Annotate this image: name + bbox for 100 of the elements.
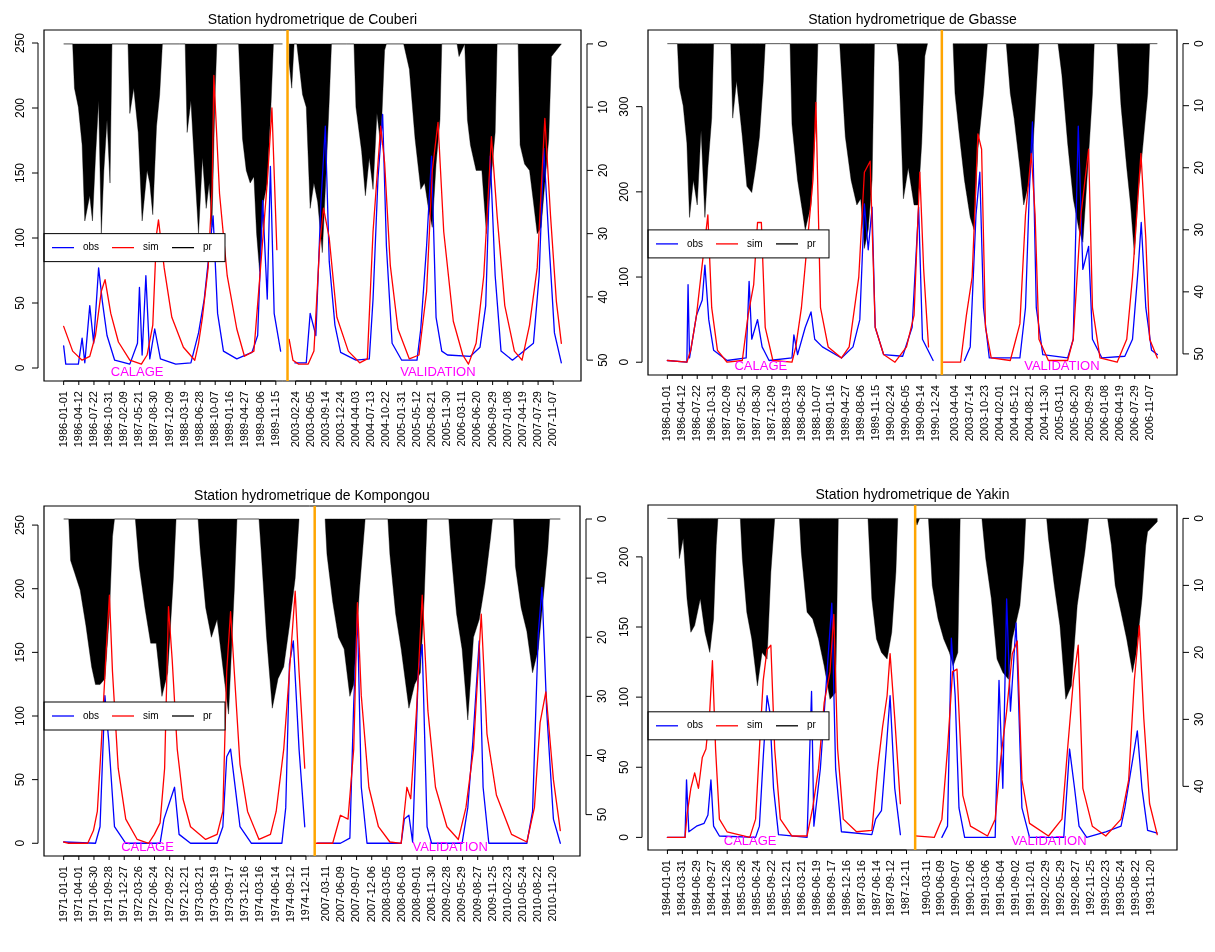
- x-tick-label: 2010-08-22: [531, 866, 544, 923]
- x-tick-label: 2005-06-20: [1067, 385, 1080, 442]
- x-tick-label: 1988-10-07: [809, 385, 822, 442]
- x-tick-label: 2007-06-09: [334, 866, 347, 923]
- x-tick-label: 1991-09-02: [1009, 860, 1022, 917]
- y-tick-label: 50: [13, 772, 27, 787]
- x-tick-label: 1971-06-30: [86, 866, 99, 923]
- y-tick-label: 250: [13, 32, 27, 54]
- x-tick-label: 1990-09-07: [949, 860, 962, 917]
- x-tick-label: 2009-02-28: [440, 866, 453, 923]
- x-tick-label: 1986-10-31: [102, 391, 115, 448]
- y2-tick-label: 40: [1192, 284, 1206, 299]
- x-tick-label: 1987-05-21: [132, 391, 145, 448]
- y2-tick-label: 0: [1192, 39, 1206, 47]
- x-tick-label: 1973-06-19: [208, 866, 220, 923]
- x-tick-label: 1990-12-24: [928, 385, 941, 442]
- y2-tick-label: 40: [596, 289, 610, 304]
- y2-tick-label: 10: [1192, 578, 1206, 593]
- legend-label: pr: [807, 719, 817, 731]
- x-tick-label: 1989-11-15: [869, 385, 882, 441]
- y2-tick-label: 20: [595, 630, 609, 644]
- x-tick-label: 1985-06-24: [749, 860, 762, 917]
- x-tick-label: 1984-09-27: [705, 860, 718, 917]
- y-tick-label: 0: [13, 839, 27, 847]
- y-tick-label: 100: [13, 227, 27, 249]
- x-tick-label: 2007-03-11: [319, 866, 332, 922]
- x-tick-label: 1973-03-21: [192, 866, 205, 923]
- y-tick-label: 200: [13, 97, 27, 119]
- y2-tick-label: 0: [596, 40, 610, 48]
- y-tick-label: 0: [13, 364, 27, 372]
- y2-tick-label: 40: [1192, 779, 1206, 794]
- x-tick-label: 2005-09-29: [1082, 385, 1095, 442]
- x-tick-label: 2010-11-20: [546, 866, 559, 922]
- x-tick-label: 1987-12-09: [764, 385, 777, 442]
- text: Station hydrometrique de Couberi: [207, 11, 418, 27]
- y-tick-label: 200: [617, 181, 631, 202]
- x-tick-label: 2006-11-07: [1142, 385, 1155, 441]
- line-series: [63, 640, 306, 844]
- y-tick-label: 150: [13, 642, 27, 663]
- y-tick-label: 300: [617, 96, 631, 117]
- x-tick-label: 1989-11-15: [268, 391, 281, 447]
- line-series: [63, 165, 282, 365]
- y2-tick-label: 50: [1192, 346, 1206, 361]
- x-tick-label: 2003-09-14: [318, 391, 331, 448]
- x-tick-label: 1986-07-22: [86, 391, 99, 448]
- x-tick-label: 1989-08-06: [854, 385, 867, 442]
- x-tick-label: 1984-01-01: [660, 860, 673, 917]
- x-tick-label: 1988-10-07: [208, 391, 221, 448]
- annotation: VALIDATION: [1011, 833, 1087, 849]
- x-tick-label: 2005-11-30: [440, 391, 453, 447]
- x-tick-label: 2009-08-27: [470, 866, 483, 923]
- y2-tick-label: 10: [596, 100, 610, 114]
- x-tick-label: 2009-11-25: [485, 866, 498, 922]
- x-tick-label: 2007-12-06: [364, 866, 377, 923]
- y2-tick-label: 20: [1192, 645, 1206, 660]
- y-tick-label: 0: [617, 358, 631, 366]
- x-tick-label: 1990-09-14: [914, 385, 927, 442]
- x-tick-label: 2006-06-20: [470, 391, 483, 448]
- x-tick-label: 1989-04-27: [238, 391, 251, 448]
- x-tick-label: 2006-09-29: [485, 391, 498, 448]
- x-tick-label: 1987-05-21: [734, 385, 747, 442]
- x-tick-label: 2009-05-29: [455, 866, 468, 923]
- x-tick-label: 2005-01-31: [394, 391, 407, 448]
- x-tick-label: 1974-09-12: [283, 866, 296, 923]
- x-tick-label: 1986-04-12: [71, 391, 84, 448]
- y-tick-label: 200: [617, 546, 631, 567]
- x-tick-label: 1992-05-29: [1054, 860, 1067, 917]
- x-tick-label: 1990-06-05: [899, 385, 912, 442]
- x-tick-label: 2003-07-14: [963, 385, 976, 442]
- x-tick-label: 2003-06-05: [303, 391, 316, 448]
- x-tick-label: 1990-06-09: [934, 860, 947, 917]
- line-series: [63, 74, 278, 365]
- x-tick-label: 1990-03-11: [919, 860, 932, 916]
- y-tick-label: 150: [617, 616, 631, 638]
- y2-tick-label: 50: [596, 353, 610, 367]
- x-tick-label: 2007-01-08: [500, 391, 513, 448]
- y2-tick-label: 50: [595, 807, 609, 822]
- y-tick-label: 150: [13, 162, 27, 184]
- x-tick-label: 1989-01-16: [824, 385, 837, 442]
- annotation: VALIDATION: [400, 364, 476, 380]
- x-tick-label: 2008-06-03: [394, 866, 407, 923]
- legend-label: pr: [807, 237, 817, 249]
- x-tick-label: 1993-05-24: [1113, 860, 1126, 917]
- x-tick-label: 2004-07-13: [364, 391, 377, 448]
- y-tick-label: 50: [13, 296, 27, 310]
- y2-tick-label: 30: [595, 689, 609, 704]
- x-tick-label: 1986-06-19: [809, 860, 822, 917]
- x-tick-label: 1974-06-14: [268, 866, 281, 923]
- annotation: CALAGE: [121, 839, 175, 855]
- x-tick-label: 1973-09-17: [223, 866, 236, 923]
- x-tick-label: 2007-09-07: [349, 866, 362, 923]
- legend-label: obs: [687, 237, 704, 249]
- y-tick-label: 250: [13, 514, 27, 536]
- x-tick-label: 1987-02-09: [117, 391, 130, 448]
- x-tick-label: 1992-02-29: [1039, 860, 1052, 917]
- x-tick-label: 2007-04-19: [515, 391, 528, 448]
- legend-label: sim: [143, 241, 159, 253]
- x-tick-label: 2007-11-07: [546, 391, 559, 447]
- x-tick-label: 2004-11-30: [1038, 385, 1051, 441]
- x-tick-label: 2004-08-21: [1023, 385, 1036, 442]
